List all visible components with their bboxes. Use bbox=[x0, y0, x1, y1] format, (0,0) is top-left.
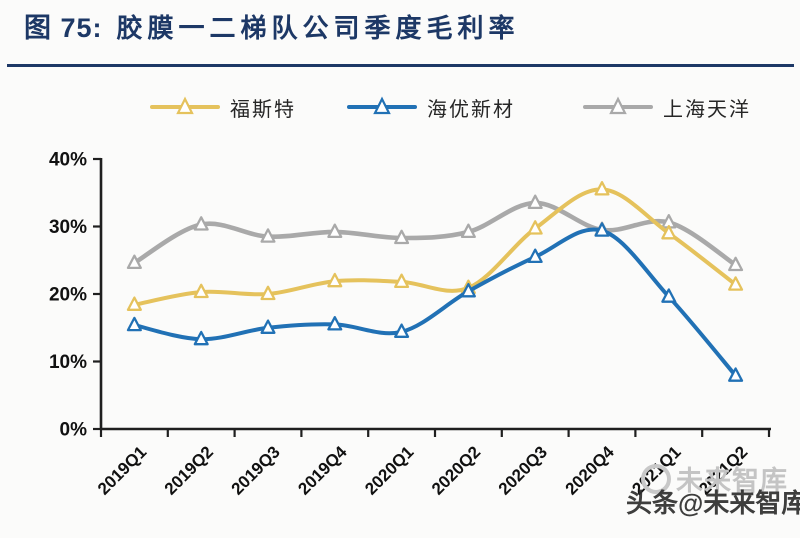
data-point-marker bbox=[327, 272, 343, 288]
x-tick-label: 2020Q1 bbox=[361, 442, 417, 498]
data-point-marker bbox=[260, 285, 276, 301]
x-tick-label: 2019Q1 bbox=[94, 442, 150, 498]
data-point-marker bbox=[193, 216, 209, 231]
title-underline bbox=[7, 64, 794, 67]
data-point-marker bbox=[594, 181, 610, 196]
series-2 bbox=[126, 194, 744, 272]
x-tick-label: 2019Q4 bbox=[294, 442, 351, 499]
data-point-marker bbox=[193, 283, 209, 299]
legend-item-fosite: 福斯特 bbox=[150, 93, 296, 121]
data-point-marker bbox=[126, 296, 142, 311]
series-0 bbox=[126, 181, 744, 311]
series-1 bbox=[126, 222, 744, 382]
y-tick-label: 0% bbox=[60, 420, 88, 441]
data-point-marker bbox=[193, 330, 209, 346]
data-point-marker bbox=[460, 223, 476, 239]
data-point-marker bbox=[394, 323, 410, 338]
data-point-marker bbox=[527, 194, 543, 210]
data-point-marker bbox=[327, 316, 343, 331]
watermark-logo-icon bbox=[641, 463, 671, 494]
data-point-marker bbox=[394, 229, 410, 245]
triangle-marker-icon bbox=[176, 96, 194, 115]
watermark-ghost: 未来智库 bbox=[641, 459, 788, 498]
data-point-marker bbox=[661, 224, 677, 240]
data-point-marker bbox=[527, 220, 543, 235]
data-point-marker bbox=[728, 276, 744, 291]
y-tick-label: 20% bbox=[49, 285, 87, 306]
data-point-marker bbox=[527, 248, 543, 264]
x-tick-label: 2020Q2 bbox=[428, 442, 484, 498]
page-title: 胶膜一二梯队公司季度毛利率 bbox=[116, 13, 520, 43]
data-point-marker bbox=[728, 367, 744, 382]
x-tick-label: 2020Q3 bbox=[495, 442, 551, 498]
y-tick-label: 40% bbox=[49, 150, 87, 171]
series-line bbox=[132, 227, 738, 378]
legend-line-triangle-icon bbox=[150, 96, 220, 115]
data-point-marker bbox=[327, 223, 343, 239]
legend-label: 上海天洋 bbox=[663, 98, 751, 121]
data-point-marker bbox=[460, 282, 476, 298]
axes: 0%10%20%30%40%2019Q1 2019Q2 2019Q3 2019Q4 20… bbox=[49, 150, 771, 499]
data-point-marker bbox=[260, 319, 276, 334]
triangle-marker-icon bbox=[373, 96, 391, 115]
data-point-marker bbox=[126, 254, 142, 270]
data-point-marker bbox=[260, 228, 276, 243]
watermark-text: 头条@未来智库 bbox=[626, 488, 800, 518]
chart-header: 图 75: 胶膜一二梯队公司季度毛利率 bbox=[24, 6, 520, 45]
legend-line-triangle-icon bbox=[347, 96, 417, 115]
legend-item-haiyou: 海优新材 bbox=[347, 93, 515, 121]
legend-label: 福斯特 bbox=[230, 98, 296, 121]
data-point-marker bbox=[728, 256, 744, 272]
legend-item-tianyang: 上海天洋 bbox=[583, 93, 751, 121]
data-point-marker bbox=[126, 316, 142, 332]
legend-label: 海优新材 bbox=[427, 98, 515, 121]
triangle-marker-icon bbox=[609, 96, 627, 115]
y-tick-label: 10% bbox=[49, 352, 87, 373]
figure-number-label: 图 75: bbox=[24, 13, 103, 43]
data-point-marker bbox=[394, 273, 410, 289]
x-tick-label: 2019Q3 bbox=[228, 442, 284, 498]
x-tick-label: 2019Q2 bbox=[161, 442, 217, 498]
watermark-ghost-text: 未来智库 bbox=[676, 466, 788, 496]
data-point-marker bbox=[661, 288, 677, 303]
series-line bbox=[132, 187, 738, 307]
y-tick-label: 30% bbox=[49, 217, 87, 238]
x-tick-label: 2020Q4 bbox=[562, 442, 619, 499]
legend-line-triangle-icon bbox=[583, 96, 653, 115]
data-point-marker bbox=[594, 222, 610, 237]
series-line bbox=[132, 200, 738, 268]
